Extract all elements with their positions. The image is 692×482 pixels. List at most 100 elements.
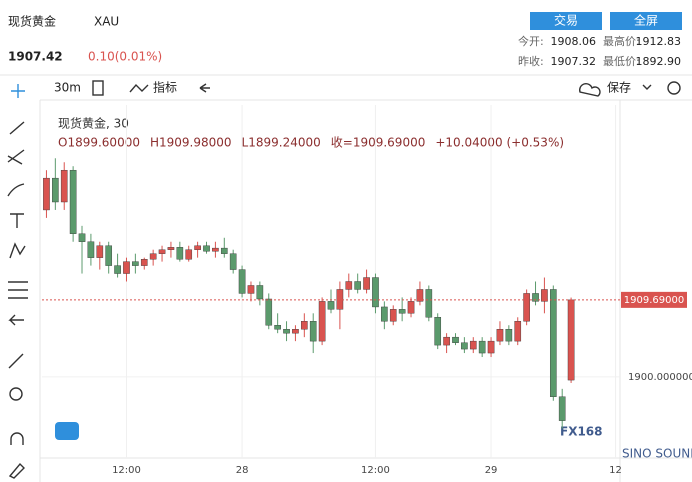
candle-body (354, 281, 361, 290)
indicators[interactable]: 指标 (153, 80, 177, 95)
candle-body (212, 247, 219, 252)
x-tick-label: 28 (236, 465, 249, 476)
fullscreen-button-label[interactable]: 全屏 (634, 13, 658, 28)
candle-body (425, 289, 433, 318)
x-tick-label: 12 (609, 465, 622, 476)
legend-open: O1899.60000 (58, 136, 140, 150)
candle-body (87, 241, 95, 258)
trade-button[interactable] (530, 12, 602, 30)
zoom-tool[interactable] (9, 387, 23, 401)
candle-body (229, 253, 237, 270)
indicator-icon[interactable] (129, 83, 149, 93)
stat-label: 最高价: (603, 34, 640, 48)
candle-body (363, 277, 370, 290)
candle-body (558, 396, 566, 421)
candle-body (318, 301, 326, 342)
candle-body (176, 247, 184, 260)
candle-body (105, 245, 113, 266)
candle-body (123, 261, 130, 274)
stat-value: 1908.06 (551, 35, 597, 48)
candle-body (523, 293, 530, 322)
stat-value: 1912.83 (636, 35, 682, 48)
magnet-tool[interactable] (10, 432, 24, 445)
candle-body (194, 245, 201, 250)
stat-label: 今开: (518, 34, 544, 48)
legend-low: L1899.24000 (242, 136, 321, 150)
candle-body (487, 340, 495, 354)
undo[interactable] (199, 83, 210, 93)
candle-body (327, 301, 335, 310)
candle-body (140, 259, 148, 266)
candle-body (301, 321, 308, 330)
candle-body (69, 169, 77, 234)
x-tick-label: 29 (485, 465, 498, 476)
candle-body (541, 289, 548, 302)
ruler-tool[interactable] (8, 353, 24, 369)
brush-tool[interactable] (7, 183, 25, 197)
candle-body (505, 329, 513, 342)
logo-badge (55, 422, 79, 440)
change: 0.10(0.01%) (88, 50, 162, 64)
last-price-label: 1909.69000 (624, 295, 684, 306)
candle-body (549, 289, 557, 397)
settings[interactable] (667, 81, 681, 95)
legend-high: H1909.98000 (150, 136, 232, 150)
candle-body (461, 342, 468, 350)
candle-body (203, 245, 210, 252)
candle-body (345, 281, 353, 290)
candle-body (478, 340, 486, 354)
candle-body (567, 299, 575, 381)
sidebar (7, 84, 79, 479)
plot (42, 105, 620, 458)
text-tool[interactable] (10, 213, 24, 228)
crosshair-tool[interactable] (11, 84, 25, 98)
legend-name: 现货黄金, 30 (58, 116, 129, 131)
candle-body (167, 247, 175, 250)
candle-body (443, 336, 450, 346)
candle-body (274, 325, 281, 330)
pattern-tool[interactable] (9, 242, 26, 259)
measure-tool[interactable] (8, 281, 28, 299)
x-tick-label: 12:00 (112, 465, 141, 476)
candle-icon[interactable] (92, 80, 104, 96)
candle-body (434, 317, 442, 346)
price: 1907.42 (8, 50, 63, 64)
candle-body (532, 293, 539, 302)
trade-button-label[interactable]: 交易 (554, 13, 578, 28)
candle-body (149, 253, 157, 260)
candle-body (292, 329, 299, 334)
candle-body (247, 285, 255, 294)
candle-body (238, 269, 246, 294)
candle-body (469, 340, 477, 350)
candle-body (496, 329, 504, 342)
title: 现货黄金 (8, 14, 56, 29)
watermark-sub: SINO SOUND (622, 447, 692, 461)
candle-body (220, 247, 228, 254)
candle-body (283, 329, 290, 334)
candle-body (158, 249, 166, 254)
candle-body (381, 306, 388, 322)
line-tool[interactable] (9, 121, 25, 135)
y-tick-label: 1900.000000 (628, 372, 692, 383)
stat-value: 1907.32 (551, 55, 597, 68)
save-menu[interactable] (642, 84, 652, 90)
save[interactable]: 保存 (607, 81, 631, 95)
candle-body (60, 169, 68, 203)
pencil-tool[interactable] (8, 462, 25, 479)
candle-body (452, 336, 459, 343)
candle-body (52, 177, 59, 203)
back-tool[interactable] (8, 314, 24, 326)
last-price-tag (621, 291, 687, 308)
candle-body (389, 309, 397, 322)
cloud-icon[interactable] (578, 82, 601, 97)
candle-body (43, 177, 50, 211)
fib-tool[interactable] (7, 149, 25, 165)
fullscreen-button[interactable] (610, 12, 682, 30)
interval[interactable]: 30m (54, 81, 81, 95)
candle-body (185, 249, 193, 260)
legend-close: 收=1909.69000 (331, 136, 426, 150)
candle-body (372, 277, 379, 308)
candle-body (398, 309, 406, 314)
